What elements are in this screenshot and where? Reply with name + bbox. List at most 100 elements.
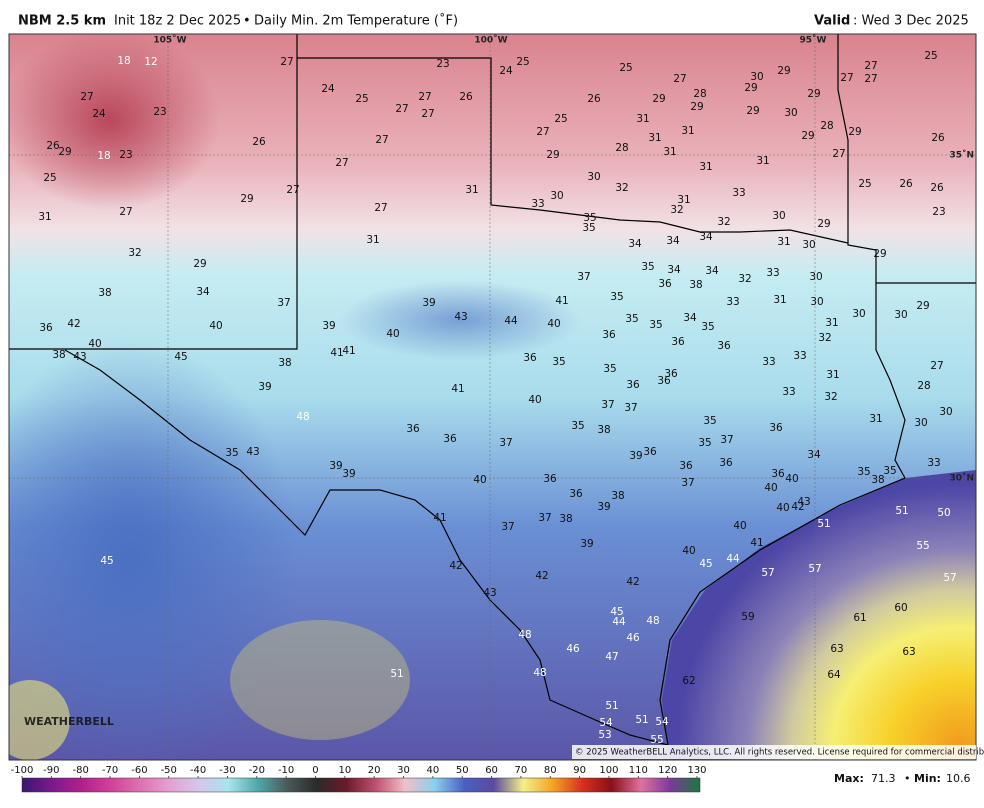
valid-label: Valid	[814, 14, 850, 29]
temperature-label: 35	[703, 415, 716, 427]
temperature-label: 39	[629, 450, 642, 462]
temperature-label: 46	[566, 643, 580, 655]
temperature-label: 34	[196, 286, 210, 298]
temperature-label: 44	[504, 315, 518, 327]
temperature-label: 55	[916, 540, 929, 552]
colorbar: -100 -90 -80 -70 -60 -50 -40 -30 -20 -10 0 10 20 30 40…	[11, 765, 707, 793]
colorbar-tick-label: -60	[131, 765, 147, 776]
temperature-label: 35	[583, 212, 596, 224]
latitude-label: 30˚N	[949, 473, 974, 484]
colorbar-tick-label: 60	[485, 765, 498, 776]
temperature-label: 33	[531, 198, 544, 210]
temperature-label: 39	[258, 381, 271, 393]
temperature-label: 42	[535, 570, 548, 582]
temperature-label: 42	[626, 576, 639, 588]
temperature-label: 38	[871, 474, 884, 486]
temperature-label: 27	[832, 148, 845, 160]
cool-area	[9, 340, 300, 760]
temperature-label: 34	[683, 312, 697, 324]
temperature-label: 27	[673, 73, 686, 85]
max-value: 71.3	[871, 772, 896, 785]
temperature-label: 37	[577, 271, 590, 283]
temperature-label: 36	[626, 379, 640, 391]
temperature-label: 31	[366, 234, 379, 246]
temperature-label: 40	[386, 328, 399, 340]
temperature-label: 29	[746, 105, 759, 117]
colorbar-tick-label: 110	[629, 765, 648, 776]
temperature-label: 48	[646, 615, 659, 627]
temperature-label: 36	[771, 468, 785, 480]
cold-area	[9, 34, 220, 210]
colorbar-tick-label: -40	[190, 765, 206, 776]
temperature-label: 25	[924, 50, 937, 62]
colorbar-tick-label: 120	[658, 765, 677, 776]
temperature-label: 42	[791, 501, 804, 513]
latitude-label: 35˚N	[949, 150, 974, 161]
temperature-label: 32	[818, 332, 831, 344]
temperature-label: 23	[153, 106, 166, 118]
temperature-label: 31	[681, 125, 694, 137]
temperature-label: 60	[894, 602, 907, 614]
temperature-label: 41	[433, 512, 446, 524]
temperature-label: 41	[451, 383, 464, 395]
temperature-label: 26	[252, 136, 266, 148]
separator: •	[243, 14, 251, 29]
temperature-label: 54	[599, 717, 613, 729]
temperature-label: 12	[144, 56, 157, 68]
temperature-label: 40	[88, 338, 101, 350]
temperature-label: 36	[664, 368, 678, 380]
footer-stats: Max: 71.3 • Min: 10.6	[834, 772, 971, 785]
temperature-label: 36	[569, 488, 583, 500]
header: NBM 2.5 km Init 18z 2 Dec 2025 • Daily M…	[18, 13, 969, 29]
temperature-label: 29	[807, 88, 820, 100]
temperature-label: 29	[652, 93, 665, 105]
temperature-label: 42	[67, 318, 80, 330]
temperature-label: 39	[597, 501, 610, 513]
temperature-label: 24	[92, 108, 106, 120]
temperature-label: 36	[602, 329, 616, 341]
max-label: Max:	[834, 772, 864, 785]
temperature-label: 38	[559, 513, 572, 525]
temperature-label: 46	[626, 632, 640, 644]
temperature-label: 23	[436, 58, 449, 70]
temperature-label: 36	[719, 457, 733, 469]
temperature-label: 39	[422, 297, 435, 309]
temperature-label: 63	[830, 643, 843, 655]
temperature-label: 33	[782, 386, 795, 398]
temperature-label: 45	[100, 555, 113, 567]
temperature-label: 34	[705, 265, 719, 277]
temperature-label: 43	[483, 587, 496, 599]
temperature-label: 40	[209, 320, 222, 332]
temperature-label: 33	[732, 187, 745, 199]
temperature-label: 32	[738, 273, 751, 285]
temperature-label: 28	[820, 120, 833, 132]
temperature-label: 57	[943, 572, 956, 584]
temperature-label: 43	[73, 351, 86, 363]
temperature-label: 26	[587, 93, 601, 105]
colorbar-tick-label: 40	[427, 765, 440, 776]
product-name: Daily Min. 2m Temperature (˚F)	[254, 13, 458, 29]
copyright: © 2025 WeatherBELL Analytics, LLC. All r…	[575, 748, 984, 758]
temperature-label: 27	[286, 184, 299, 196]
temperature-label: 23	[932, 206, 945, 218]
warm-area	[9, 680, 70, 760]
copyright-box	[572, 745, 976, 759]
valid-date: : Wed 3 Dec 2025	[853, 14, 969, 29]
temperature-label: 41	[750, 537, 763, 549]
temperature-label: 32	[670, 204, 683, 216]
colorbar-tick-label: 20	[368, 765, 381, 776]
temperature-label: 31	[465, 184, 478, 196]
temperature-label: 29	[193, 258, 206, 270]
temperature-label: 30	[914, 417, 927, 429]
temperature-label: 25	[516, 56, 529, 68]
colorbar-tick-label: -10	[278, 765, 294, 776]
temperature-label: 30	[852, 308, 865, 320]
temperature-label: 61	[853, 612, 866, 624]
temperature-label: 48	[533, 667, 546, 679]
temperature-label: 31	[777, 236, 790, 248]
temperature-label: 34	[699, 231, 713, 243]
init-time: Init 18z 2 Dec 2025	[114, 14, 241, 29]
temperature-label: 27	[80, 91, 93, 103]
temperature-label: 35	[625, 313, 638, 325]
temperature-label: 36	[643, 446, 657, 458]
